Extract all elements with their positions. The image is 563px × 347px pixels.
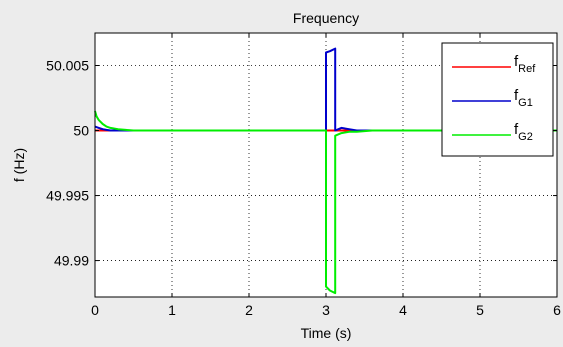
y-tick-label: 49.995 [46, 188, 89, 204]
x-tick-label: 5 [476, 302, 484, 318]
x-tick-label: 6 [553, 302, 561, 318]
legend-label-sub: G1 [518, 97, 533, 109]
legend-label: fRef [514, 53, 536, 75]
x-tick-label: 2 [245, 302, 253, 318]
x-tick-label: 3 [322, 302, 330, 318]
x-tick-label: 4 [399, 302, 407, 318]
x-tick-label: 1 [168, 302, 176, 318]
legend-box [441, 42, 554, 157]
chart-title: Frequency [293, 10, 359, 26]
legend-label-sub: G2 [518, 131, 533, 143]
y-tick-label: 49.99 [54, 253, 89, 269]
legend-label-main: f [514, 53, 519, 70]
legend-label: fG1 [514, 87, 533, 109]
series-line-g2 [94, 110, 557, 295]
legend-label: fG2 [514, 121, 533, 143]
legend-label-main: f [514, 121, 519, 138]
legend-label-sub: Ref [518, 63, 536, 75]
legend-label-main: f [514, 87, 519, 104]
x-axis-label: Time (s) [301, 325, 352, 341]
x-tick-label: 0 [91, 302, 99, 318]
y-tick-label: 50.005 [46, 58, 89, 74]
y-tick-label: 50 [73, 123, 89, 139]
y-axis-label: f (Hz) [11, 148, 27, 182]
ticks: 0 1 2 3 4 5 6 49.99 49.995 50 50.005 [46, 33, 561, 318]
